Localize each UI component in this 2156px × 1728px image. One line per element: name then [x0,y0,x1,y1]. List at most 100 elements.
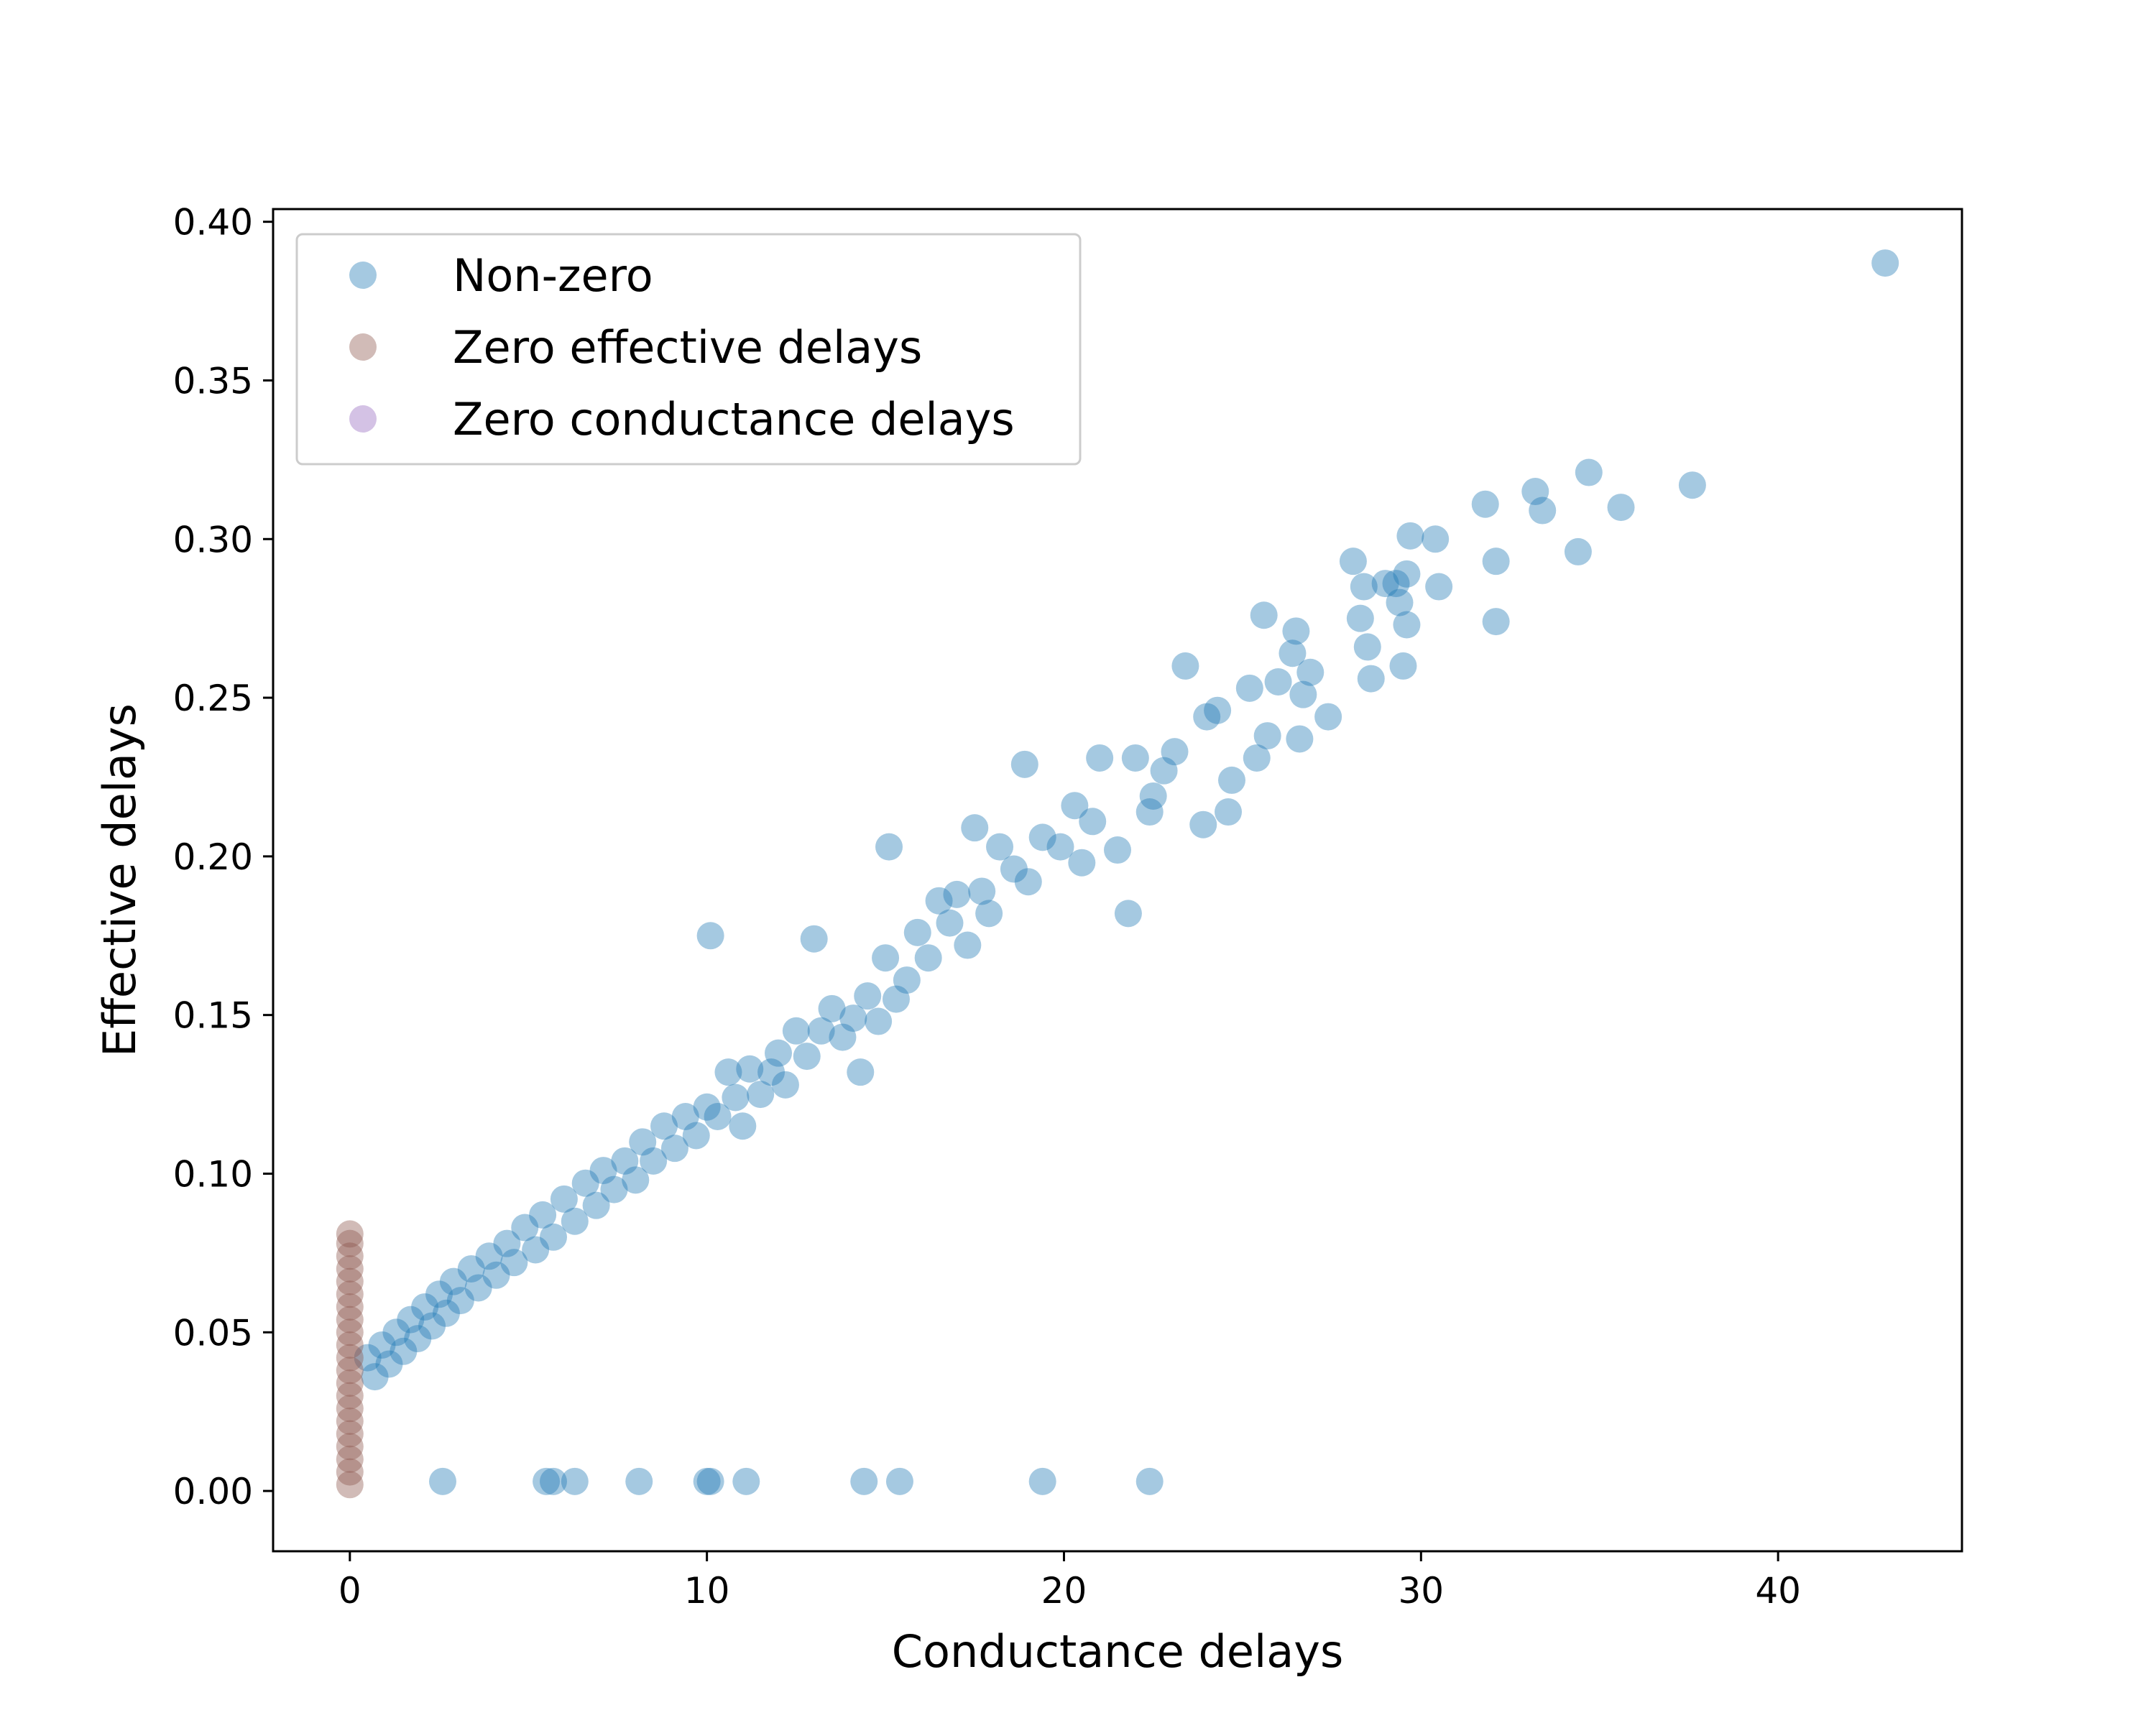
data-point [336,1306,364,1334]
data-point [336,1382,364,1410]
data-point [682,1122,710,1150]
data-point [1204,696,1232,724]
data-point [1393,611,1421,639]
data-point [561,1207,589,1235]
data-point [404,1325,432,1353]
data-point [1289,680,1317,708]
legend-marker [349,333,377,361]
data-point [1150,757,1178,785]
legend: Non-zero Zero effective delays Zero conduc… [295,233,1082,466]
data-point [800,925,828,953]
x-tick-label: 10 [684,1570,730,1612]
plot-frame [272,208,1963,1553]
data-point [571,1169,599,1197]
data-point [914,944,942,972]
x-axis-ticks: 0 10 20 30 40 [338,1551,1801,1612]
data-point [336,1318,364,1346]
data-point [625,1467,653,1495]
data-point [411,1293,439,1321]
data-point [961,814,989,842]
data-point [1282,617,1310,645]
data-point [714,1058,742,1086]
data-point [382,1318,410,1346]
data-point [660,1135,688,1163]
data-point [336,1357,364,1385]
data-point [936,909,964,937]
data-point [397,1306,425,1334]
data-point [425,1280,453,1308]
data-point [1350,573,1378,601]
data-point [600,1175,628,1203]
data-point [850,1467,878,1495]
data-point [354,1344,382,1372]
y-tick-label: 0.40 [173,202,253,244]
data-point [1607,494,1635,522]
data-point [729,1112,757,1140]
data-point [1193,703,1221,731]
data-point [925,887,953,915]
data-point [511,1214,539,1242]
data-point [1161,738,1189,766]
data-point [1471,490,1499,518]
data-point [428,1467,456,1495]
data-point [336,1407,364,1435]
data-point [336,1331,364,1359]
data-point [1396,522,1424,550]
data-point [622,1166,650,1194]
data-point [336,1471,364,1499]
data-point [640,1147,668,1175]
data-point [1121,744,1149,772]
data-point [1482,608,1510,636]
data-point [390,1337,418,1365]
data-point [782,1017,810,1045]
data-point [522,1236,550,1264]
data-points [336,249,1899,1499]
data-point [1393,560,1421,588]
data-point [1564,537,1592,565]
data-point [954,931,982,959]
data-point [847,1058,875,1086]
y-tick-label: 0.10 [173,1153,253,1195]
data-point [1353,633,1381,661]
data-point [975,900,1003,928]
data-point [533,1467,561,1495]
data-point [361,1363,389,1391]
data-point [1339,547,1367,576]
data-point [693,1467,721,1495]
data-point [540,1223,568,1251]
data-point [336,1255,364,1283]
data-point [540,1467,568,1495]
data-point [475,1242,503,1270]
data-point [736,1055,764,1083]
data-point [765,1039,793,1067]
data-point [1346,604,1374,632]
data-point [986,833,1014,861]
data-point [1028,823,1056,851]
data-point [1217,766,1245,794]
y-tick-label: 0.05 [173,1312,253,1354]
data-point [582,1191,610,1219]
data-point [1389,652,1417,680]
legend-label: Zero effective delays [453,321,922,374]
data-point [854,982,882,1010]
data-point [336,1280,364,1308]
y-tick-label: 0.00 [173,1471,253,1512]
y-tick-label: 0.25 [173,678,253,719]
data-point [747,1081,775,1109]
legend-label: Non-zero [453,249,653,302]
data-point [1086,744,1114,772]
data-point [771,1071,799,1099]
data-point [807,1017,835,1045]
data-point [1296,658,1325,686]
y-axis-ticks: 0.00 0.05 0.10 0.15 0.20 0.25 0.30 0.35 0.40 [173,202,273,1512]
data-point [1521,478,1549,506]
legend-box [295,233,1082,466]
data-point [696,1467,724,1495]
x-axis-label: Conductance delays [892,1625,1344,1678]
data-point [818,994,846,1022]
data-point [1028,1467,1056,1495]
x-tick-label: 40 [1755,1570,1801,1612]
data-point [1010,750,1038,778]
